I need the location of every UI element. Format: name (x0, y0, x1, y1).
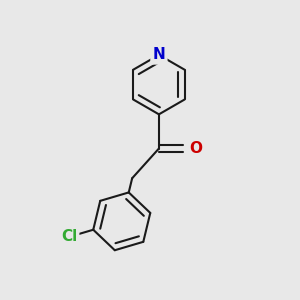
Text: O: O (190, 141, 202, 156)
Text: Cl: Cl (61, 230, 77, 244)
Text: N: N (152, 47, 165, 62)
